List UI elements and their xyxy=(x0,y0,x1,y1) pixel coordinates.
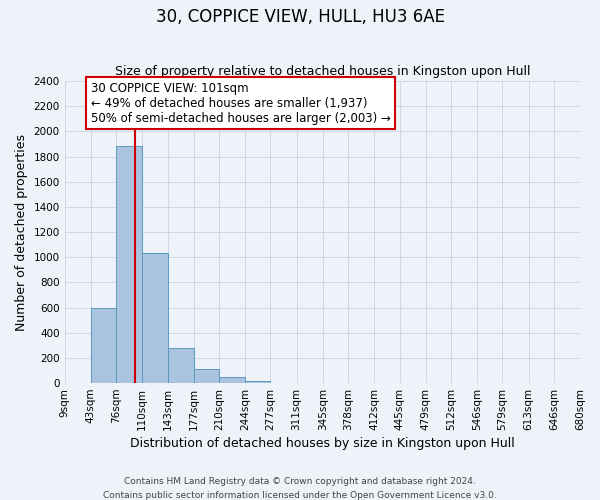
Bar xyxy=(245,380,271,383)
Bar xyxy=(142,254,167,383)
Bar xyxy=(219,378,245,383)
Text: 30, COPPICE VIEW, HULL, HU3 6AE: 30, COPPICE VIEW, HULL, HU3 6AE xyxy=(155,8,445,26)
Bar xyxy=(194,369,219,383)
Y-axis label: Number of detached properties: Number of detached properties xyxy=(15,134,28,330)
X-axis label: Distribution of detached houses by size in Kingston upon Hull: Distribution of detached houses by size … xyxy=(130,437,515,450)
Bar xyxy=(167,348,194,383)
Text: 30 COPPICE VIEW: 101sqm
← 49% of detached houses are smaller (1,937)
50% of semi: 30 COPPICE VIEW: 101sqm ← 49% of detache… xyxy=(91,82,391,124)
Bar xyxy=(116,146,142,383)
Title: Size of property relative to detached houses in Kingston upon Hull: Size of property relative to detached ho… xyxy=(115,66,530,78)
Bar xyxy=(91,308,116,383)
Text: Contains HM Land Registry data © Crown copyright and database right 2024.
Contai: Contains HM Land Registry data © Crown c… xyxy=(103,478,497,500)
